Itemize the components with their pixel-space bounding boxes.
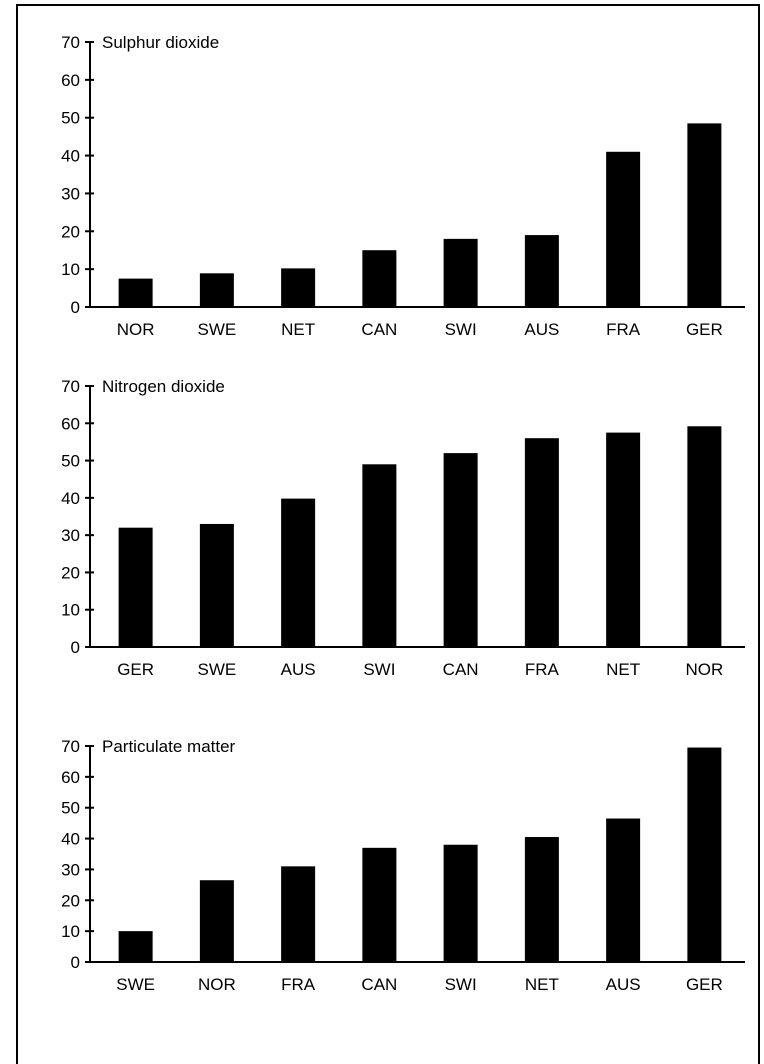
bar-swe [118, 931, 153, 962]
bar-net [281, 268, 316, 307]
y-tick-label: 50 [61, 799, 80, 818]
chart-title: Particulate matter [102, 737, 236, 756]
x-tick-label: NET [606, 660, 640, 679]
bar-aus [524, 235, 559, 307]
bar-ger [687, 747, 722, 962]
bar-net [524, 837, 559, 962]
x-tick-label: GER [686, 320, 723, 339]
x-tick-label: NOR [685, 660, 723, 679]
x-tick-label: SWE [198, 660, 237, 679]
y-tick-label: 60 [61, 71, 80, 90]
x-tick-label: AUS [281, 660, 316, 679]
bar-fra [606, 151, 641, 307]
bar-ger [118, 527, 153, 647]
x-tick-label: SWE [116, 975, 155, 994]
bar-aus [606, 818, 641, 962]
bar-nor [199, 880, 234, 962]
y-tick-label: 70 [61, 737, 80, 756]
y-tick-label: 20 [61, 563, 80, 582]
y-tick-label: 30 [61, 184, 80, 203]
bar-can [362, 847, 397, 962]
x-tick-label: SWI [363, 660, 395, 679]
y-tick-label: 10 [61, 601, 80, 620]
x-tick-label: AUS [524, 320, 559, 339]
chart-title: Nitrogen dioxide [102, 377, 225, 396]
y-tick-label: 30 [61, 526, 80, 545]
y-tick-label: 70 [61, 377, 80, 396]
bar-can [443, 453, 478, 647]
bar-net [606, 432, 641, 647]
y-tick-label: 20 [61, 222, 80, 241]
x-tick-label: GER [117, 660, 154, 679]
y-tick-label: 50 [61, 109, 80, 128]
bar-nor [118, 278, 153, 307]
y-tick-label: 0 [71, 298, 80, 317]
bar-can [362, 250, 397, 307]
x-tick-label: GER [686, 975, 723, 994]
y-tick-label: 10 [61, 260, 80, 279]
x-tick-label: FRA [281, 975, 316, 994]
bar-swi [443, 238, 478, 307]
x-tick-label: AUS [606, 975, 641, 994]
bar-aus [281, 498, 316, 647]
y-tick-label: 30 [61, 860, 80, 879]
bar-swi [362, 464, 397, 647]
x-tick-label: NET [281, 320, 315, 339]
bar-swe [199, 523, 234, 647]
x-tick-label: CAN [361, 975, 397, 994]
x-tick-label: NOR [198, 975, 236, 994]
x-tick-label: SWI [445, 975, 477, 994]
bar-ger [687, 123, 722, 308]
y-tick-label: 0 [71, 953, 80, 972]
x-tick-label: NET [525, 975, 559, 994]
y-tick-label: 20 [61, 891, 80, 910]
bar-swe [199, 273, 234, 307]
bar-nor [687, 426, 722, 647]
x-tick-label: CAN [443, 660, 479, 679]
y-tick-label: 40 [61, 830, 80, 849]
x-tick-label: SWE [198, 320, 237, 339]
x-tick-label: CAN [361, 320, 397, 339]
y-tick-label: 0 [71, 638, 80, 657]
chart-title: Sulphur dioxide [102, 33, 219, 52]
x-tick-label: NOR [117, 320, 155, 339]
x-tick-label: SWI [445, 320, 477, 339]
y-tick-label: 60 [61, 414, 80, 433]
y-tick-label: 10 [61, 922, 80, 941]
y-tick-label: 50 [61, 452, 80, 471]
bar-fra [281, 866, 316, 962]
y-tick-label: 70 [61, 33, 80, 52]
figure-frame [16, 4, 760, 1064]
y-tick-label: 60 [61, 768, 80, 787]
bar-fra [524, 438, 559, 647]
y-tick-label: 40 [61, 147, 80, 166]
x-tick-label: FRA [606, 320, 641, 339]
bar-swi [443, 844, 478, 962]
y-tick-label: 40 [61, 489, 80, 508]
x-tick-label: FRA [525, 660, 560, 679]
